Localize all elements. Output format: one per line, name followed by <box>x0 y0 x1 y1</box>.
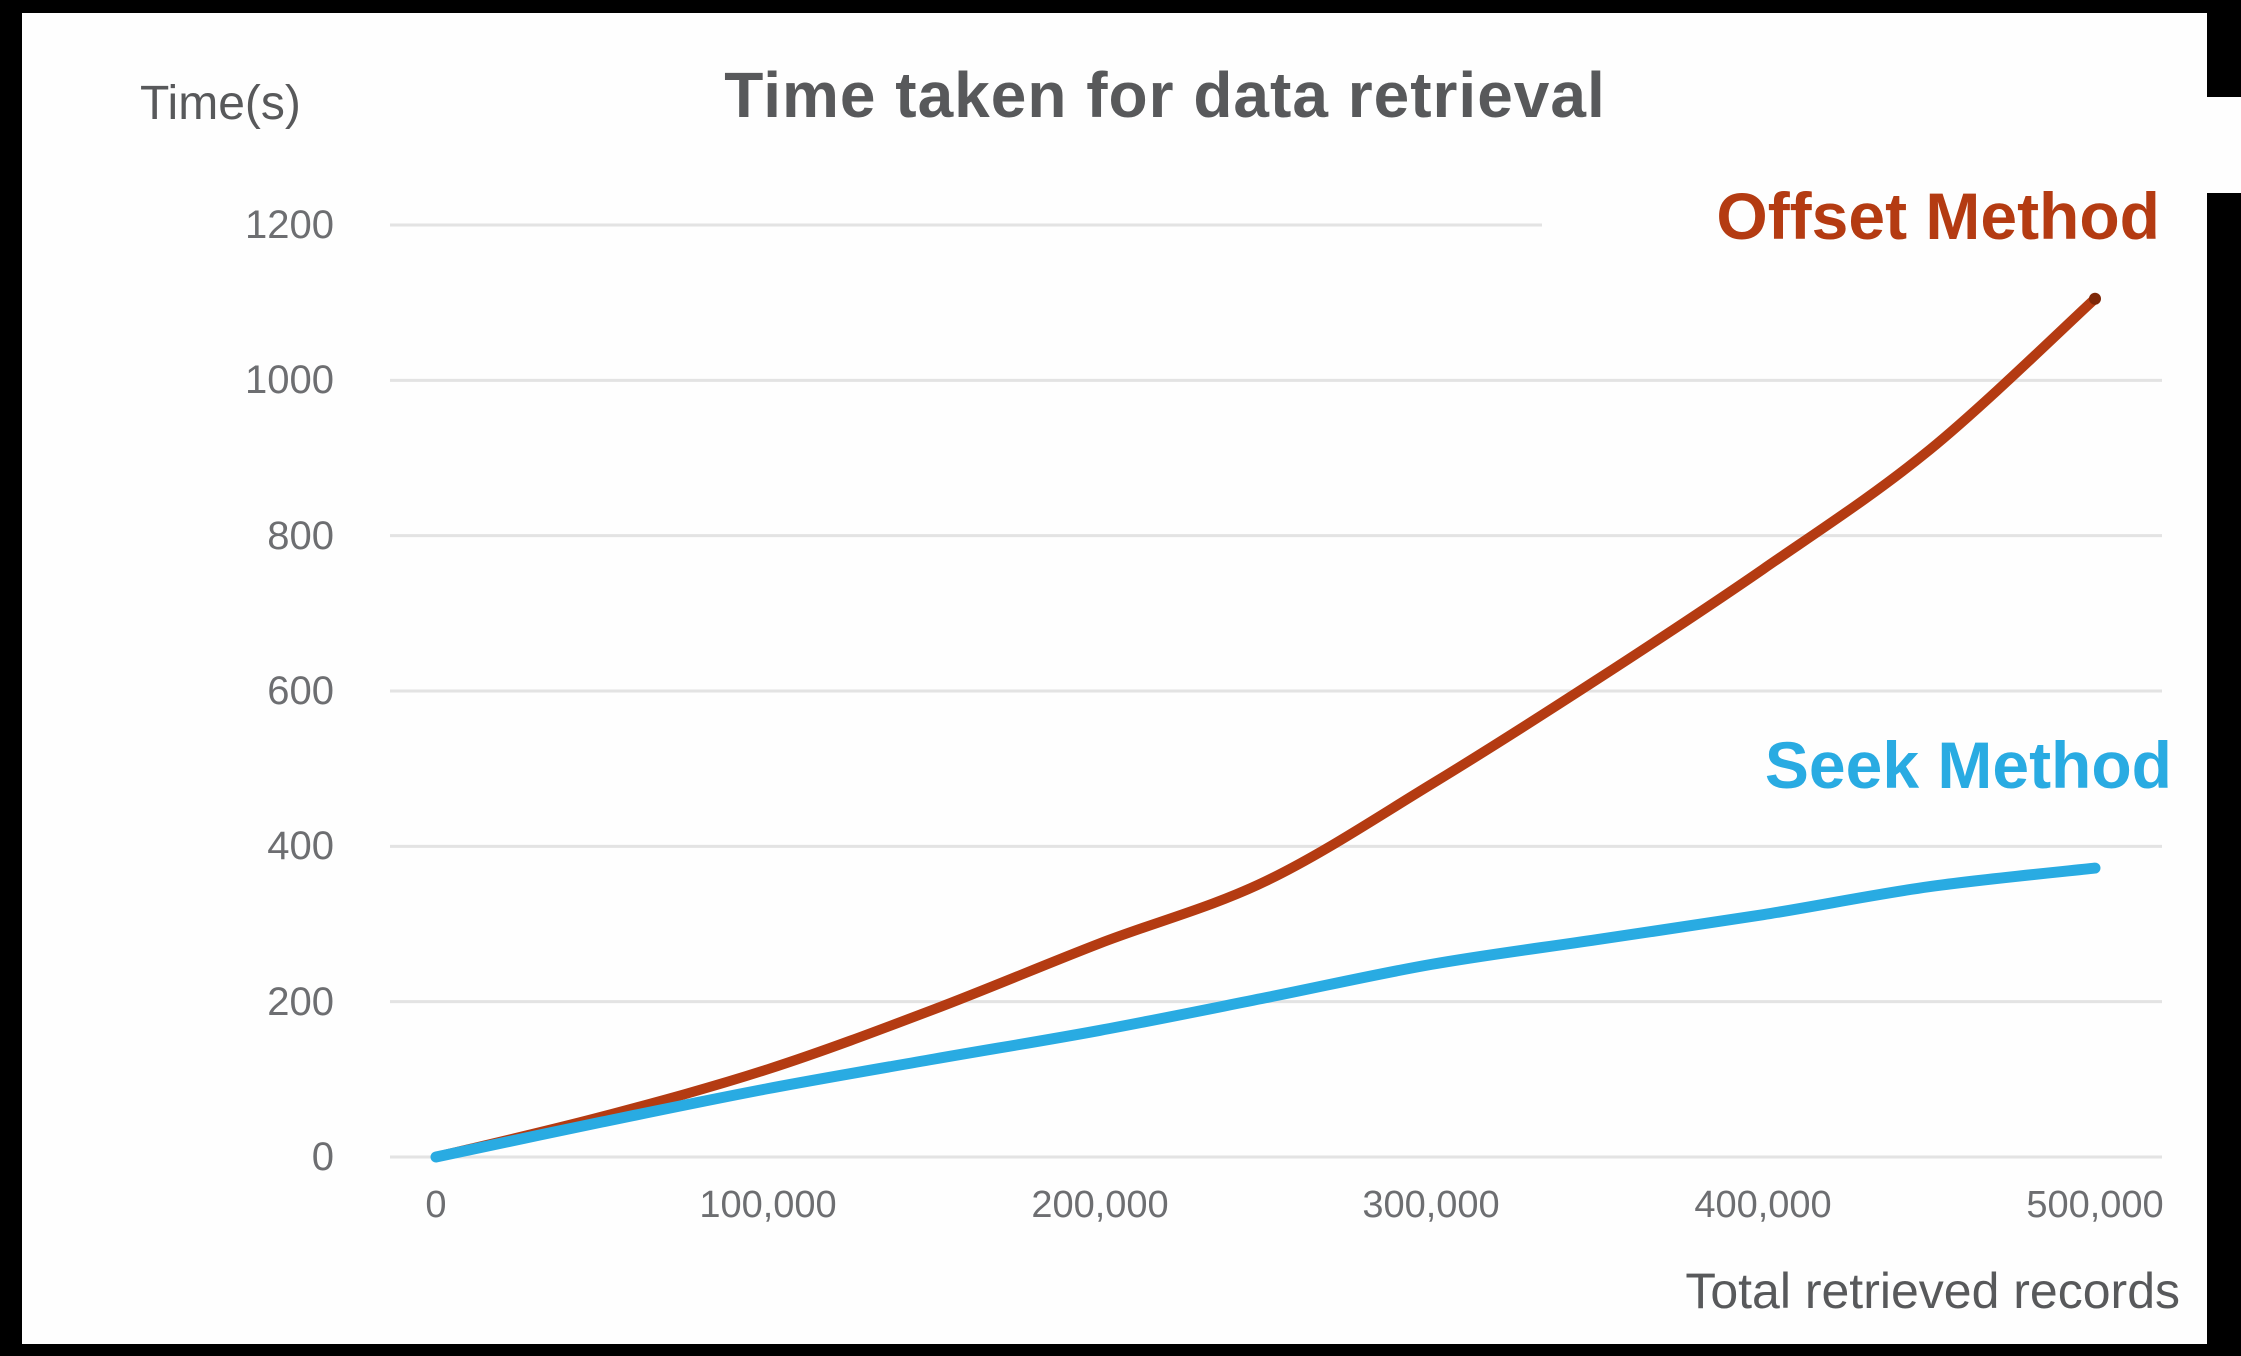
y-tick-1200: 1200 <box>245 203 334 247</box>
y-tick-0: 0 <box>311 1135 334 1179</box>
y-tick-400: 400 <box>267 824 334 868</box>
x-axis-title: Total retrieved records <box>1685 1263 2180 1319</box>
x-tick-500k: 500,000 <box>2026 1184 2164 1226</box>
y-tick-1000: 1000 <box>245 358 334 402</box>
frame-white-notch <box>2207 97 2241 193</box>
x-tick-400k: 400,000 <box>1694 1184 1832 1226</box>
x-tick-0: 0 <box>425 1184 447 1226</box>
chart-title: Time taken for data retrieval <box>724 59 1606 131</box>
y-tick-600: 600 <box>267 669 334 713</box>
x-tick-300k: 300,000 <box>1362 1184 1500 1226</box>
y-tick-800: 800 <box>267 514 334 558</box>
x-tick-200k: 200,000 <box>1031 1184 1169 1226</box>
y-axis-title: Time(s) <box>140 77 301 130</box>
x-tick-100k: 100,000 <box>699 1184 837 1226</box>
y-tick-200: 200 <box>267 980 334 1024</box>
legend-offset-method: Offset Method <box>1716 179 2160 253</box>
chart-background <box>22 13 2207 1344</box>
legend-seek-method: Seek Method <box>1764 728 2172 802</box>
